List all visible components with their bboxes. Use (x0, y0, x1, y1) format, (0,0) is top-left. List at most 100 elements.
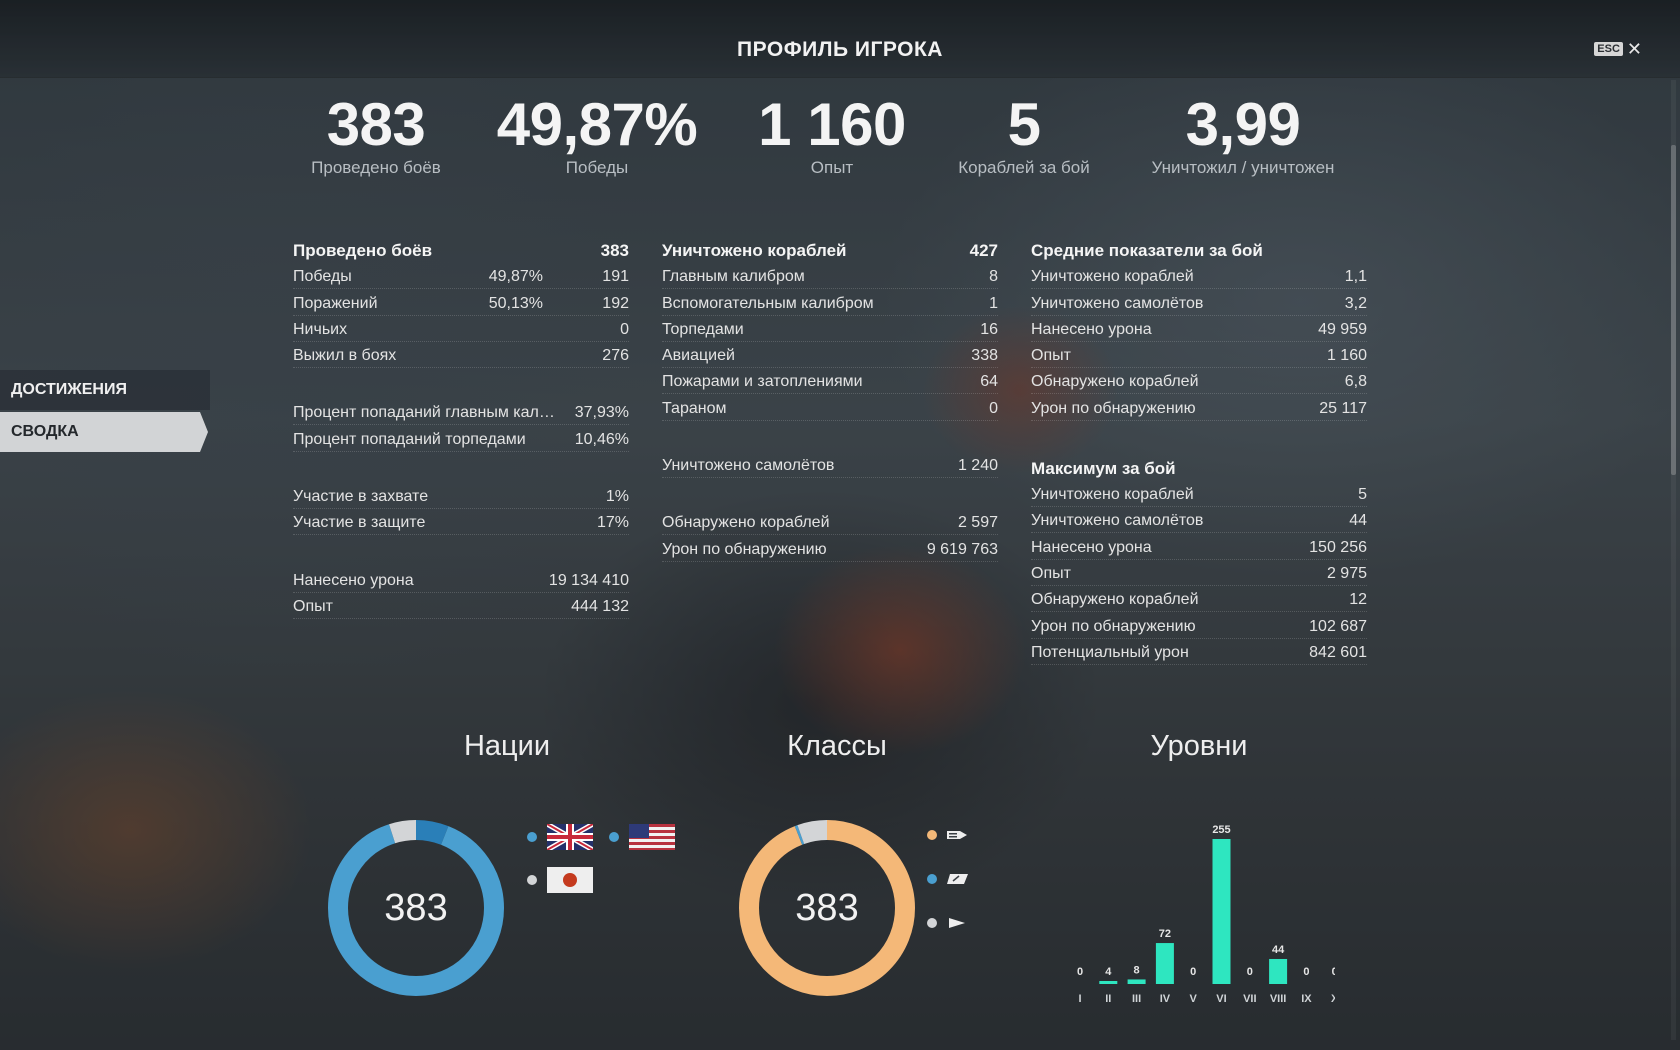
stat-row: Поражений 50,13% 192 (293, 289, 629, 316)
kpi-kd-ratio: 3,99 Уничтожил / уничтожен (1123, 92, 1363, 178)
sidebar-item-achievements[interactable]: ДОСТИЖЕНИЯ (0, 370, 210, 410)
stat-row: Урон по обнаружению 9 619 763 (662, 535, 998, 562)
stat-label: Обнаружено кораблей (1031, 373, 1199, 391)
legend-dot (927, 830, 937, 840)
kpi-label: Кораблей за бой (958, 158, 1090, 177)
stat-row: Авиацией 338 (662, 342, 998, 369)
legend-dot (927, 874, 937, 884)
spacer (1031, 421, 1367, 451)
stat-value: 1% (605, 488, 629, 506)
scrollbar-thumb[interactable] (1671, 145, 1676, 475)
stat-value: 1 (989, 294, 998, 312)
legend-cruiser[interactable] (927, 916, 969, 930)
column-header: Проведено боёв 383 (293, 233, 629, 263)
classes-donut-svg (739, 820, 915, 996)
stat-value: 444 132 (571, 597, 629, 615)
scrollbar[interactable] (1671, 80, 1676, 1040)
stat-row: Обнаружено кораблей 12 (1031, 586, 1367, 613)
kpi-label: Победы (565, 158, 629, 177)
header-label: Максимум за бой (1031, 458, 1176, 478)
stat-value: 0 (989, 399, 998, 417)
stat-value: 1 240 (957, 457, 998, 475)
stat-value: 37,93% (574, 404, 629, 422)
stat-row: Пожарами и затоплениями 64 (662, 368, 998, 395)
stat-row: Обнаружено кораблей 6,8 (1031, 368, 1367, 395)
kpi-battles: 383 Проведено боёв (256, 92, 496, 178)
stat-value: 1 160 (1326, 347, 1367, 365)
summary-bar: 383 Проведено боёв 49,87% Победы 1 160 О… (0, 92, 1680, 192)
legend-uk[interactable] (527, 824, 593, 850)
stats-column-battles: Проведено боёв 383 Победы 49,87% 191 Пор… (293, 233, 629, 619)
levels-title: Уровни (1150, 730, 1248, 762)
stat-value: 150 256 (1309, 538, 1367, 556)
legend-destroyer[interactable] (927, 828, 969, 842)
stat-value: 44 (1349, 512, 1367, 530)
level-tick-label: V (1190, 993, 1198, 1005)
level-value-label: 44 (1272, 944, 1285, 956)
stat-label: Пожарами и затоплениями (662, 373, 863, 391)
top-bar: ПРОФИЛЬ ИГРОКА ESC ✕ (0, 0, 1680, 78)
stat-value: 17% (596, 514, 629, 532)
legend-usa[interactable] (609, 824, 675, 850)
stat-label: Торпедами (662, 320, 744, 338)
stat-label: Обнаружено кораблей (662, 514, 830, 532)
level-value-label: 72 (1159, 928, 1171, 940)
stat-row: Нанесено урона 49 959 (1031, 316, 1367, 342)
level-bar-VI (1212, 839, 1231, 984)
stat-row: Потенциальный урон 842 601 (1031, 639, 1367, 665)
column-header: Средние показатели за бой (1031, 233, 1367, 263)
kpi-label: Опыт (810, 158, 854, 177)
stat-label: Участие в захвате (293, 488, 429, 506)
stat-value: 338 (971, 347, 998, 365)
kpi-value: 3,99 (1185, 91, 1301, 158)
stat-percent: 50,13% (488, 294, 543, 312)
legend-japan[interactable] (527, 867, 593, 893)
sidebar: ДОСТИЖЕНИЯ СВОДКА (0, 370, 210, 452)
stat-label: Опыт (293, 597, 333, 615)
level-tick-label: IX (1301, 993, 1312, 1005)
level-tick-label: III (1132, 993, 1141, 1005)
stat-value: 2 975 (1326, 564, 1367, 582)
close-button[interactable]: ESC ✕ (1594, 40, 1642, 58)
sidebar-item-summary[interactable]: СВОДКА (0, 412, 208, 452)
stat-label: Потенциальный урон (1031, 643, 1189, 661)
stat-value: 64 (980, 373, 998, 391)
legend-dot (527, 875, 537, 885)
stat-row: Опыт 1 160 (1031, 342, 1367, 369)
stat-value: 5 (1358, 486, 1367, 504)
header-label: Средние показатели за бой (1031, 241, 1263, 260)
stat-value: 192 (602, 294, 629, 312)
classes-total: 383 (795, 886, 859, 929)
stat-value: 10,46% (574, 430, 629, 448)
stat-label: Урон по обнаружению (1031, 399, 1196, 417)
classes-title: Классы (787, 730, 887, 762)
spacer (662, 421, 998, 452)
stat-label: Выжил в боях (293, 347, 397, 365)
stat-label: Опыт (1031, 347, 1071, 365)
stat-value: 3,2 (1344, 294, 1367, 312)
stat-percent: 49,87% (488, 268, 543, 286)
spacer (293, 535, 629, 566)
stats-column-averages: Средние показатели за бой Уничтожено кор… (1031, 233, 1367, 665)
stat-label: Нанесено урона (293, 571, 414, 589)
stat-row: Обнаружено кораблей 2 597 (662, 509, 998, 536)
stat-row: Урон по обнаружению 102 687 (1031, 612, 1367, 639)
window-title: ПРОФИЛЬ ИГРОКА (737, 38, 943, 61)
legend-dot (527, 832, 537, 842)
cruiser-class-icon (949, 918, 965, 928)
level-tick-label: I (1078, 993, 1081, 1005)
stat-label: Ничьих (293, 320, 348, 338)
spacer (662, 478, 998, 509)
stat-label: Нанесено урона (1031, 538, 1152, 556)
column-subheader: Максимум за бой (1031, 451, 1367, 481)
nations-title: Нации (463, 730, 551, 762)
stat-value: 12 (1349, 591, 1367, 609)
stat-row: Урон по обнаружению 25 117 (1031, 394, 1367, 421)
stats-column-kills: Уничтожено кораблей 427 Главным калибром… (662, 233, 998, 562)
kpi-value: 49,87% (496, 91, 698, 158)
stat-label: Тараном (662, 399, 727, 417)
kpi-ships-per-battle: 5 Кораблей за бой (904, 92, 1144, 178)
legend-carrier[interactable] (927, 872, 969, 886)
stat-value: 1,1 (1344, 268, 1367, 286)
